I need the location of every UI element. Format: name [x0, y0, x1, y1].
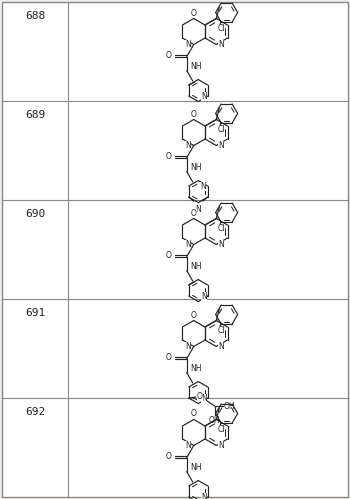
Text: OH: OH — [209, 416, 220, 425]
Text: Cl: Cl — [218, 425, 225, 434]
Text: N: N — [185, 40, 191, 49]
Text: O: O — [197, 392, 203, 401]
Text: Cl: Cl — [218, 125, 225, 134]
Text: N: N — [185, 240, 191, 249]
Text: O: O — [166, 251, 172, 260]
Text: 689: 689 — [25, 110, 45, 120]
Text: Cl: Cl — [218, 325, 225, 335]
Text: NH: NH — [191, 163, 202, 172]
Text: O: O — [166, 51, 172, 60]
Text: 691: 691 — [25, 308, 45, 318]
Text: N: N — [201, 291, 207, 300]
Text: N: N — [185, 342, 191, 351]
Text: N: N — [195, 205, 201, 214]
Text: O: O — [191, 410, 197, 419]
Text: 692: 692 — [25, 407, 45, 417]
Text: 688: 688 — [25, 11, 45, 21]
Text: N: N — [201, 91, 207, 100]
Text: O: O — [191, 109, 197, 118]
Text: NH: NH — [191, 262, 202, 271]
Text: O: O — [166, 452, 172, 461]
Text: N: N — [201, 394, 207, 403]
Text: N: N — [218, 240, 224, 249]
Text: N: N — [200, 182, 206, 191]
Text: O: O — [166, 152, 172, 161]
Text: O: O — [191, 209, 197, 218]
Text: N: N — [218, 40, 224, 49]
Text: Cl: Cl — [218, 224, 225, 233]
Text: 690: 690 — [25, 209, 45, 219]
Text: O: O — [166, 353, 172, 362]
Text: O: O — [191, 310, 197, 319]
Text: O: O — [191, 8, 197, 17]
Text: N: N — [218, 342, 224, 351]
Text: NH: NH — [191, 364, 202, 373]
Text: OH: OH — [224, 402, 235, 411]
Text: N: N — [185, 441, 191, 450]
Text: N: N — [201, 493, 207, 499]
Text: N: N — [218, 441, 224, 450]
Text: N: N — [218, 141, 224, 150]
Text: NH: NH — [191, 62, 202, 71]
Text: N: N — [185, 141, 191, 150]
Text: NH: NH — [191, 463, 202, 472]
Text: Cl: Cl — [218, 23, 225, 32]
